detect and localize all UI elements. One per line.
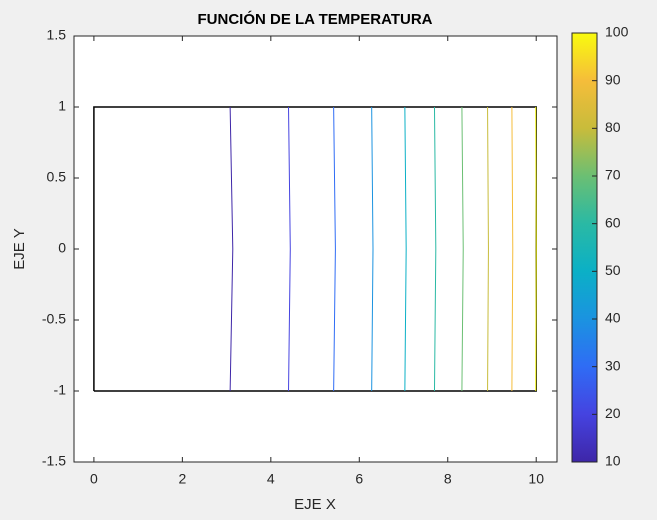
colorbar-tick-label: 70 xyxy=(605,167,621,183)
colorbar-tick-label: 80 xyxy=(605,119,621,135)
x-tick-label: 10 xyxy=(528,471,544,487)
colorbar-tick-label: 100 xyxy=(605,24,629,40)
y-tick-label: -1.5 xyxy=(42,453,66,469)
y-tick-label: 0 xyxy=(58,240,66,256)
y-axis-label: EJE Y xyxy=(11,228,28,269)
x-tick-label: 6 xyxy=(355,471,363,487)
colorbar-tick-label: 40 xyxy=(605,310,621,326)
y-tick-label: -0.5 xyxy=(42,311,66,327)
y-tick-label: 1 xyxy=(58,98,66,114)
colorbar-tick-label: 90 xyxy=(605,71,621,87)
contour-line xyxy=(511,106,514,392)
y-tick-label: 0.5 xyxy=(47,169,67,185)
y-tick-label: -1 xyxy=(54,382,67,398)
contour-line xyxy=(487,106,489,392)
x-tick-label: 4 xyxy=(267,471,275,487)
colorbar xyxy=(571,32,598,463)
contour-line xyxy=(433,106,437,392)
y-tick-label: 1.5 xyxy=(47,27,67,43)
colorbar-tick-label: 10 xyxy=(605,453,621,469)
colorbar-tick-label: 50 xyxy=(605,262,621,278)
contour-line xyxy=(229,106,234,392)
contour-line xyxy=(371,106,374,392)
contour-line xyxy=(333,106,336,392)
plot-area xyxy=(73,35,558,463)
contour-line xyxy=(288,106,291,392)
x-tick-label: 8 xyxy=(444,471,452,487)
contour-line xyxy=(461,106,464,392)
chart-title: FUNCIÓN DE LA TEMPERATURA xyxy=(198,10,433,28)
colorbar-tick-label: 20 xyxy=(605,405,621,421)
x-tick-label: 0 xyxy=(90,471,98,487)
colorbar-tick-label: 60 xyxy=(605,214,621,230)
contour-line xyxy=(404,106,407,392)
x-tick-label: 2 xyxy=(178,471,186,487)
colorbar-tick-label: 30 xyxy=(605,357,621,373)
x-axis-label: EJE X xyxy=(294,496,336,513)
